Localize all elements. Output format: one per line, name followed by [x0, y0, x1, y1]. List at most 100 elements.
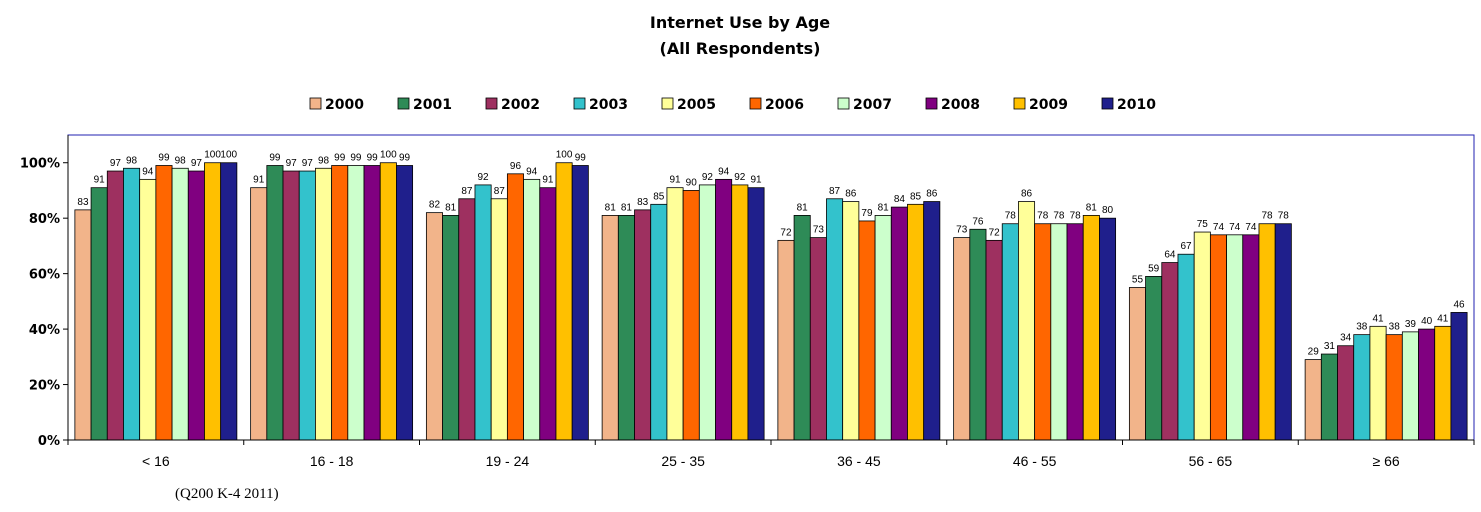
- data-label: 72: [780, 227, 792, 238]
- data-label: 78: [1037, 211, 1049, 222]
- data-label: 94: [526, 166, 538, 177]
- legend-swatch: [661, 97, 674, 110]
- bar: [396, 165, 414, 441]
- bar: [1034, 223, 1052, 441]
- bar: [985, 239, 1003, 441]
- bar: [1304, 359, 1322, 441]
- bar: [347, 165, 365, 441]
- data-label: 40: [1421, 316, 1433, 327]
- data-label: 74: [1229, 222, 1241, 233]
- bar: [715, 178, 733, 441]
- data-label: 85: [910, 191, 922, 202]
- data-label: 99: [158, 153, 170, 164]
- bar: [363, 165, 381, 441]
- bar: [1099, 217, 1117, 441]
- data-label: 94: [142, 166, 154, 177]
- bar: [474, 184, 492, 441]
- data-label: 99: [269, 153, 281, 164]
- bar: [1128, 287, 1146, 441]
- legend-label: 2010: [1117, 97, 1156, 113]
- bar: [331, 165, 349, 441]
- bar: [555, 162, 573, 441]
- bar: [682, 190, 700, 441]
- data-label: 81: [797, 202, 809, 213]
- bar: [666, 187, 684, 441]
- bars: [74, 162, 1468, 441]
- bar: [923, 201, 941, 441]
- legend-swatch: [309, 97, 322, 110]
- data-label: 83: [77, 197, 89, 208]
- legend-swatch: [837, 97, 850, 110]
- x-axis: < 16 16 - 18 19 - 24 25 - 35 36 - 45 46 - 55 5…: [67, 439, 1475, 469]
- data-label: 96: [510, 161, 522, 172]
- data-label: 75: [1197, 219, 1209, 230]
- y-tick-label: 0%: [38, 434, 60, 449]
- data-label: 38: [1356, 322, 1368, 333]
- data-label: 80: [1102, 205, 1114, 216]
- legend-swatch: [573, 97, 586, 110]
- x-tick-label: 36 - 45: [837, 453, 881, 469]
- data-label: 72: [989, 227, 1001, 238]
- data-label: 99: [350, 153, 362, 164]
- data-label: 46: [1453, 299, 1465, 310]
- bar: [139, 178, 157, 441]
- data-label: 91: [253, 175, 265, 186]
- data-label: 39: [1405, 319, 1417, 330]
- bar: [250, 187, 268, 441]
- y-axis: 0% 20% 40% 60% 80% 100%: [20, 135, 69, 449]
- bar: [425, 212, 443, 441]
- data-label: 99: [575, 153, 587, 164]
- bar: [220, 162, 238, 441]
- data-label: 92: [478, 172, 490, 183]
- bar: [282, 170, 300, 441]
- bar: [969, 228, 987, 441]
- y-tick-label: 40%: [29, 323, 60, 338]
- data-label: 94: [718, 166, 730, 177]
- bar: [1193, 231, 1211, 441]
- data-label: 97: [286, 158, 298, 169]
- bar: [747, 187, 765, 441]
- bar: [571, 165, 589, 441]
- data-label: 74: [1213, 222, 1225, 233]
- bar: [1242, 234, 1260, 441]
- bar: [1066, 223, 1084, 441]
- x-tick-label: 56 - 65: [1189, 453, 1233, 469]
- bar: [1018, 201, 1036, 441]
- bar: [1177, 253, 1195, 441]
- bar: [1401, 331, 1419, 441]
- data-label: 41: [1372, 313, 1384, 324]
- x-tick-label: 46 - 55: [1013, 453, 1057, 469]
- legend-label: 2006: [765, 97, 804, 113]
- legend-label: 2009: [1029, 97, 1068, 113]
- x-tick-label: 19 - 24: [486, 453, 530, 469]
- legend-swatch: [749, 97, 762, 110]
- data-label: 81: [1086, 202, 1098, 213]
- data-label: 78: [1278, 211, 1290, 222]
- bar: [809, 237, 827, 441]
- bar: [315, 167, 333, 441]
- bar: [1337, 345, 1355, 441]
- bar: [442, 215, 460, 441]
- data-label: 92: [702, 172, 714, 183]
- data-label: 55: [1132, 275, 1144, 286]
- bar: [298, 170, 316, 441]
- bar: [1418, 328, 1436, 441]
- bar: [490, 198, 508, 441]
- bar: [650, 203, 668, 441]
- x-tick-label: ≥ 66: [1373, 453, 1400, 469]
- bar: [1145, 276, 1163, 441]
- bar: [858, 220, 876, 441]
- data-label: 81: [445, 202, 457, 213]
- data-label: 86: [926, 189, 938, 200]
- data-label: 73: [956, 225, 968, 236]
- bar: [601, 215, 619, 441]
- bar: [379, 162, 397, 441]
- data-label: 86: [1021, 189, 1033, 200]
- data-label: 78: [1262, 211, 1274, 222]
- bar: [458, 198, 476, 441]
- bar: [777, 239, 795, 441]
- bar: [874, 215, 892, 441]
- data-label: 100: [220, 150, 237, 161]
- legend-swatch: [397, 97, 410, 110]
